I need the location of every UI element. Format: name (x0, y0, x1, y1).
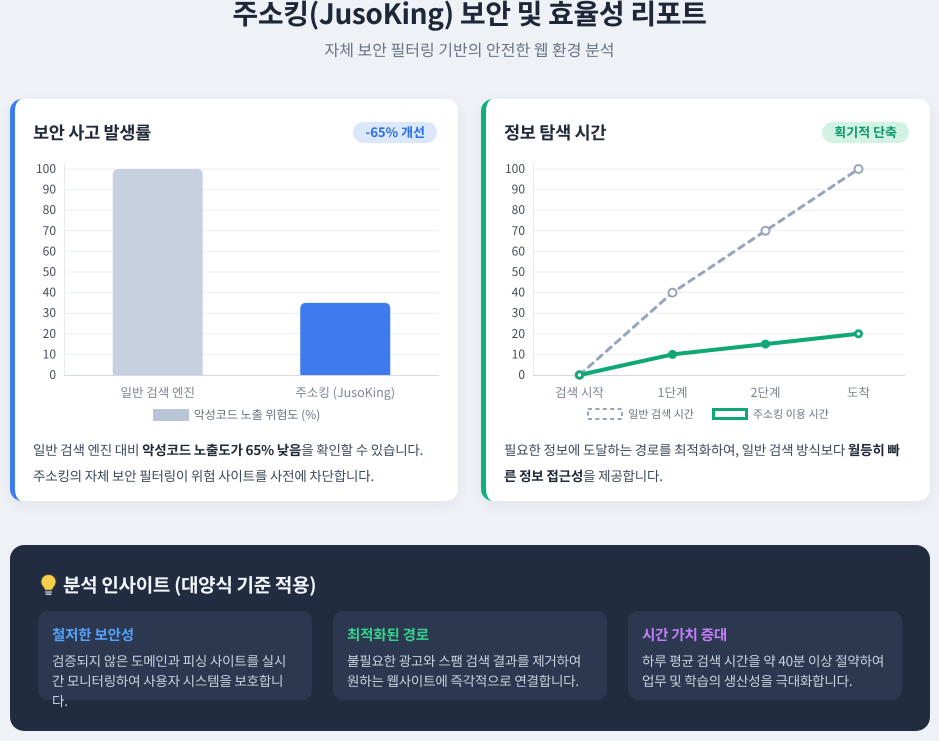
svg-text:0: 0 (518, 366, 525, 383)
svg-text:60: 60 (43, 242, 57, 259)
svg-text:10: 10 (43, 345, 57, 362)
svg-text:일반 검색 엔진: 일반 검색 엔진 (120, 382, 195, 401)
insight-panel: 분석 인사이트 (대양식 기준 적용) 철저한 보안성 검증되지 않은 도메인과… (10, 545, 930, 731)
time-line-chart: 0 10 20 30 40 50 60 70 80 90 100 검색 시작 1단계 2단계 도착 (505, 160, 905, 401)
line-chart-legend[interactable]: 일반 검색 시간 주소킹 이용 시간 (486, 406, 930, 422)
svg-text:50: 50 (512, 263, 526, 280)
svg-text:검색 시작: 검색 시작 (555, 382, 604, 401)
svg-text:40: 40 (43, 284, 57, 301)
legend-label: 주소킹 이용 시간 (752, 406, 829, 422)
svg-text:100: 100 (36, 160, 56, 177)
time-card-description: 필요한 정보에 도달하는 경로를 최적화하여, 일반 검색 방식보다 월등히 빠… (504, 439, 900, 485)
svg-text:100: 100 (505, 160, 525, 177)
time-card-header: 정보 탐색 시간 획기적 단축 (504, 119, 909, 145)
svg-text:70: 70 (43, 222, 57, 239)
legend-label: 일반 검색 시간 (628, 406, 694, 422)
insight-card-body: 불필요한 광고와 스팸 검색 결과를 제거하여 원하는 웹사이트에 즉각적으로 … (347, 650, 582, 690)
security-card-title: 보안 사고 발생률 (33, 119, 151, 145)
svg-text:주소킹 (JusoKing): 주소킹 (JusoKing) (295, 382, 395, 401)
svg-text:30: 30 (512, 304, 526, 321)
svg-text:90: 90 (43, 181, 57, 198)
page-subtitle: 자체 보안 필터링 기반의 안전한 웹 환경 분석 (324, 37, 615, 61)
security-card-description: 일반 검색 엔진 대비 악성코드 노출도가 65% 낮음을 확인할 수 있습니다… (33, 439, 424, 485)
insight-card-title: 최적화된 경로 (347, 624, 429, 645)
insight-panel-title: 분석 인사이트 (대양식 기준 적용) (63, 571, 317, 598)
time-card: 정보 탐색 시간 획기적 단축 0 10 20 30 40 50 60 70 80 90 100 검색… (481, 99, 930, 501)
security-card: 보안 사고 발생률 -65% 개선 0 10 20 30 40 50 60 70 80 90 100… (10, 99, 458, 501)
legend-swatch (711, 408, 748, 420)
svg-text:20: 20 (512, 325, 526, 342)
svg-text:70: 70 (512, 222, 526, 239)
insight-card-security: 철저한 보안성 검증되지 않은 도메인과 피싱 사이트를 실시간 모니터링하여 … (38, 611, 312, 710)
svg-text:20: 20 (43, 325, 57, 342)
svg-text:2단계: 2단계 (751, 382, 781, 401)
svg-text:0: 0 (49, 366, 56, 383)
svg-text:도착: 도착 (847, 382, 871, 401)
security-card-header: 보안 사고 발생률 -65% 개선 (33, 119, 437, 145)
insight-card-route: 최적화된 경로 불필요한 광고와 스팸 검색 결과를 제거하여 원하는 웹사이트… (333, 611, 607, 700)
insight-card-time: 시간 가치 증대 하루 평균 검색 시간을 약 40분 이상 절약하여 업무 및… (628, 611, 902, 700)
insight-grid: 철저한 보안성 검증되지 않은 도메인과 피싱 사이트를 실시간 모니터링하여 … (38, 611, 902, 710)
legend-swatch (152, 408, 189, 421)
time-reduction-badge: 획기적 단축 (822, 121, 909, 143)
legend-swatch (587, 408, 624, 420)
insight-card-title: 시간 가치 증대 (642, 624, 728, 645)
page-title: 주소킹(JusoKing) 보안 및 효율성 리포트 (232, 0, 707, 33)
legend-item[interactable]: 주소킹 이용 시간 (711, 406, 829, 422)
insight-panel-header: 분석 인사이트 (대양식 기준 적용) (40, 571, 316, 598)
svg-text:50: 50 (43, 263, 57, 280)
svg-text:1단계: 1단계 (658, 382, 688, 401)
legend-item[interactable]: 일반 검색 시간 (587, 406, 694, 422)
legend-item[interactable]: 악성코드 노출 위험도 (%) (152, 406, 321, 423)
legend-label: 악성코드 노출 위험도 (%) (193, 406, 321, 423)
insight-card-body: 검증되지 않은 도메인과 피싱 사이트를 실시간 모니터링하여 사용자 시스템을… (52, 650, 287, 710)
time-card-title: 정보 탐색 시간 (504, 119, 607, 145)
svg-text:80: 80 (512, 201, 526, 218)
svg-text:40: 40 (512, 284, 526, 301)
lightbulb-icon (40, 573, 57, 595)
security-improvement-badge: -65% 개선 (353, 121, 437, 143)
svg-text:10: 10 (512, 345, 526, 362)
bar-chart-legend[interactable]: 악성코드 노출 위험도 (%) (15, 406, 458, 423)
svg-text:30: 30 (43, 304, 57, 321)
svg-text:90: 90 (512, 181, 526, 198)
insight-card-body: 하루 평균 검색 시간을 약 40분 이상 절약하여 업무 및 학습의 생산성을… (642, 650, 885, 690)
svg-text:60: 60 (512, 242, 526, 259)
insight-card-title: 철저한 보안성 (52, 624, 134, 645)
svg-text:80: 80 (43, 201, 57, 218)
security-bar-chart: 0 10 20 30 40 50 60 70 80 90 100 일반 검색 엔진 주소킹 (JusoK… (36, 160, 439, 401)
